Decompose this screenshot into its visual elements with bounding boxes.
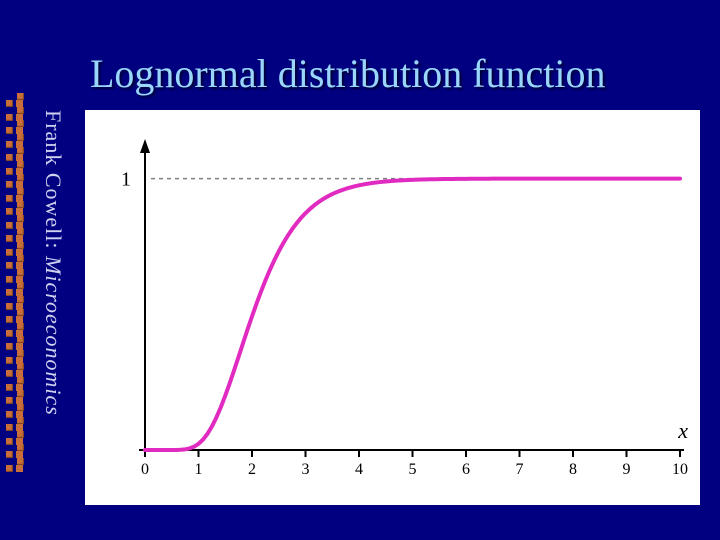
sidebar-author: Frank Cowell:: [41, 110, 66, 256]
svg-text:6: 6: [462, 461, 470, 478]
svg-text:10: 10: [672, 461, 688, 478]
svg-text:4: 4: [355, 461, 363, 478]
svg-text:2: 2: [248, 461, 256, 478]
svg-text:x: x: [677, 418, 688, 443]
svg-text:3: 3: [302, 461, 310, 478]
sidebar-bullet-strip: [6, 100, 26, 478]
svg-text:8: 8: [569, 461, 577, 478]
svg-text:0: 0: [141, 461, 149, 478]
sidebar-attribution: Frank Cowell: Microeconomics: [40, 110, 66, 416]
svg-text:1: 1: [195, 461, 203, 478]
chart-panel: 0 1 2 3 4 5 6 7 8 9 10 1 x: [85, 110, 700, 505]
svg-text:9: 9: [623, 461, 631, 478]
sidebar-book: Microeconomics: [41, 256, 66, 416]
svg-text:7: 7: [516, 461, 524, 478]
svg-text:5: 5: [409, 461, 417, 478]
page-title: Lognormal distribution function: [90, 50, 700, 97]
svg-text:1: 1: [121, 169, 131, 191]
lognormal-cdf-chart: 0 1 2 3 4 5 6 7 8 9 10 1 x: [85, 110, 700, 505]
